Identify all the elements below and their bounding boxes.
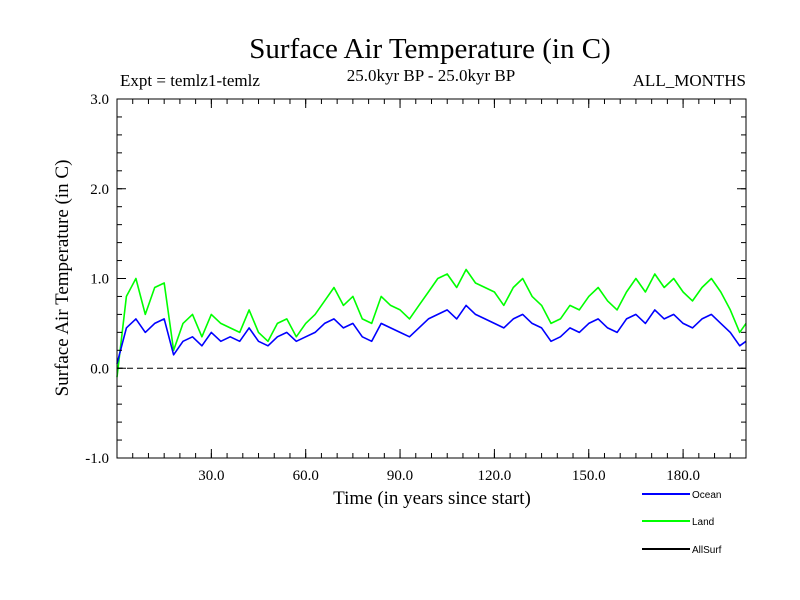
chart-title: Surface Air Temperature (in C) bbox=[249, 33, 610, 65]
x-axis-label: Time (in years since start) bbox=[333, 488, 531, 509]
legend-label-allsurf: AllSurf bbox=[692, 545, 722, 556]
y-tick-label: -1.0 bbox=[85, 451, 109, 467]
legend-label-ocean: Ocean bbox=[692, 490, 721, 501]
period-label: 25.0kyr BP - 25.0kyr BP bbox=[347, 66, 515, 85]
y-tick-label: 2.0 bbox=[90, 182, 109, 198]
y-tick-label: 1.0 bbox=[90, 272, 109, 288]
x-tick-label: 60.0 bbox=[293, 468, 319, 484]
y-axis-label: Surface Air Temperature (in C) bbox=[52, 160, 73, 397]
legend-label-land: Land bbox=[692, 517, 714, 528]
x-tick-label: 180.0 bbox=[666, 468, 700, 484]
x-tick-label: 90.0 bbox=[387, 468, 413, 484]
months-label: ALL_MONTHS bbox=[633, 71, 746, 90]
x-tick-label: 150.0 bbox=[572, 468, 606, 484]
y-tick-label: 0.0 bbox=[90, 361, 109, 377]
x-tick-label: 30.0 bbox=[198, 468, 224, 484]
legend: Ocean Land AllSurf bbox=[642, 490, 722, 556]
x-tick-label: 120.0 bbox=[478, 468, 512, 484]
experiment-label: Expt = temlz1-temlz bbox=[120, 71, 260, 90]
series-line-land bbox=[116, 268, 747, 378]
y-tick-label: 3.0 bbox=[90, 92, 109, 108]
series-line-ocean bbox=[116, 304, 747, 365]
plot-area: -1.0 0.0 1.0 2.0 3.0 30.0 60.0 90.0 120.0 150.0 18… bbox=[85, 92, 747, 484]
